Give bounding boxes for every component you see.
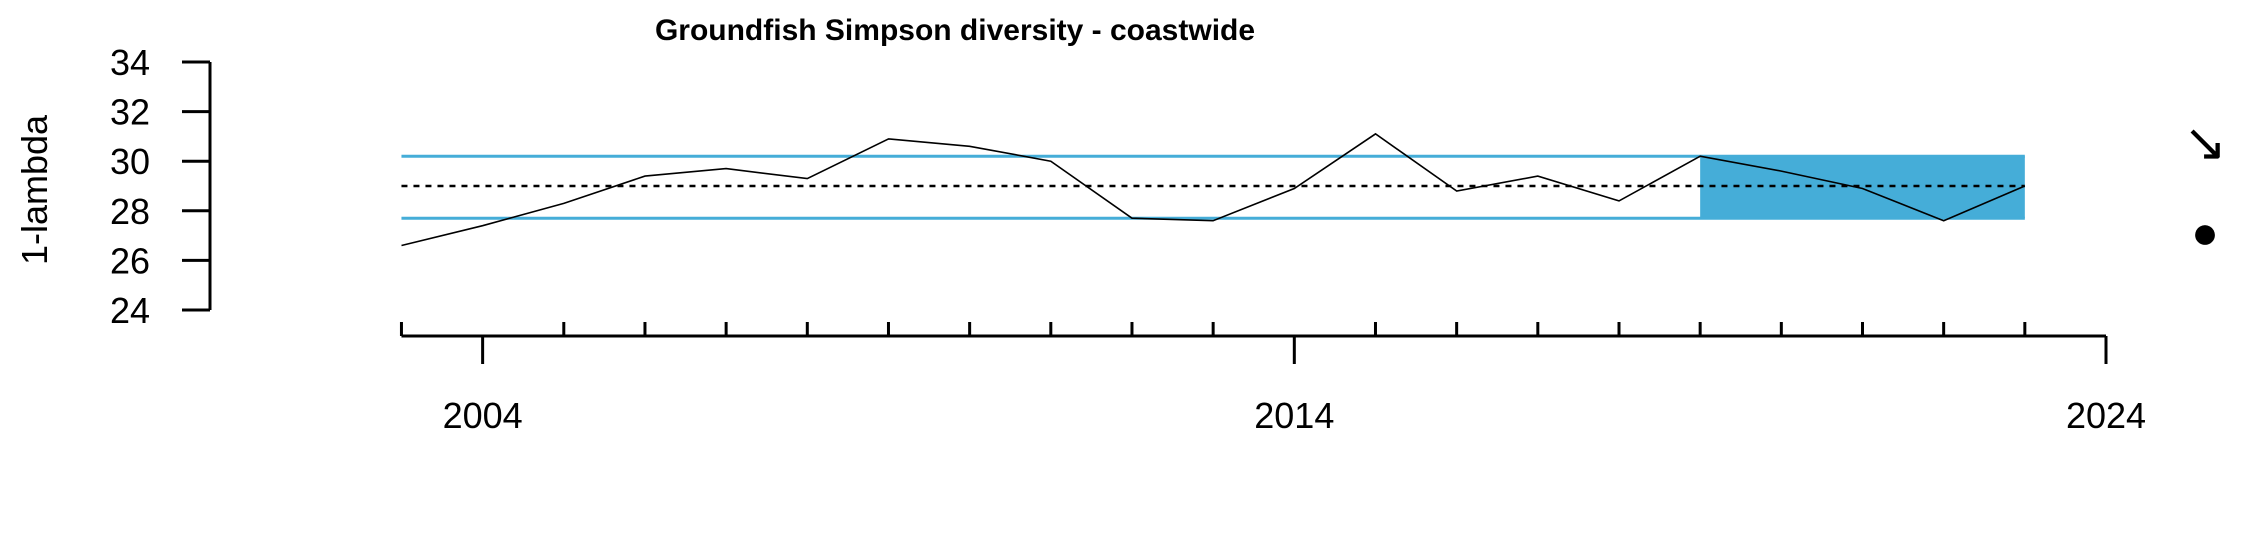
- x-tick-label: 2024: [2066, 395, 2146, 436]
- trend-arrow-icon: ↘: [2183, 114, 2227, 172]
- y-tick-label: 32: [110, 92, 150, 133]
- y-tick-label: 30: [110, 141, 150, 182]
- chart-title: Groundfish Simpson diversity - coastwide: [655, 14, 1255, 47]
- data-series-line: [401, 132, 2026, 247]
- y-tick-label: 24: [110, 290, 150, 331]
- mean-dot-icon: ●: [2191, 206, 2219, 258]
- y-axis-title: 1-lambda: [14, 114, 55, 265]
- axes: 24 26 28 30 32 34 2004 2014 2024: [110, 42, 2146, 436]
- y-tick-label: 34: [110, 42, 150, 83]
- x-tick-label: 2004: [443, 395, 523, 436]
- plot-area: [401, 132, 2026, 247]
- y-tick-label: 26: [110, 240, 150, 281]
- x-tick-label: 2014: [1254, 395, 1334, 436]
- y-tick-label: 28: [110, 191, 150, 232]
